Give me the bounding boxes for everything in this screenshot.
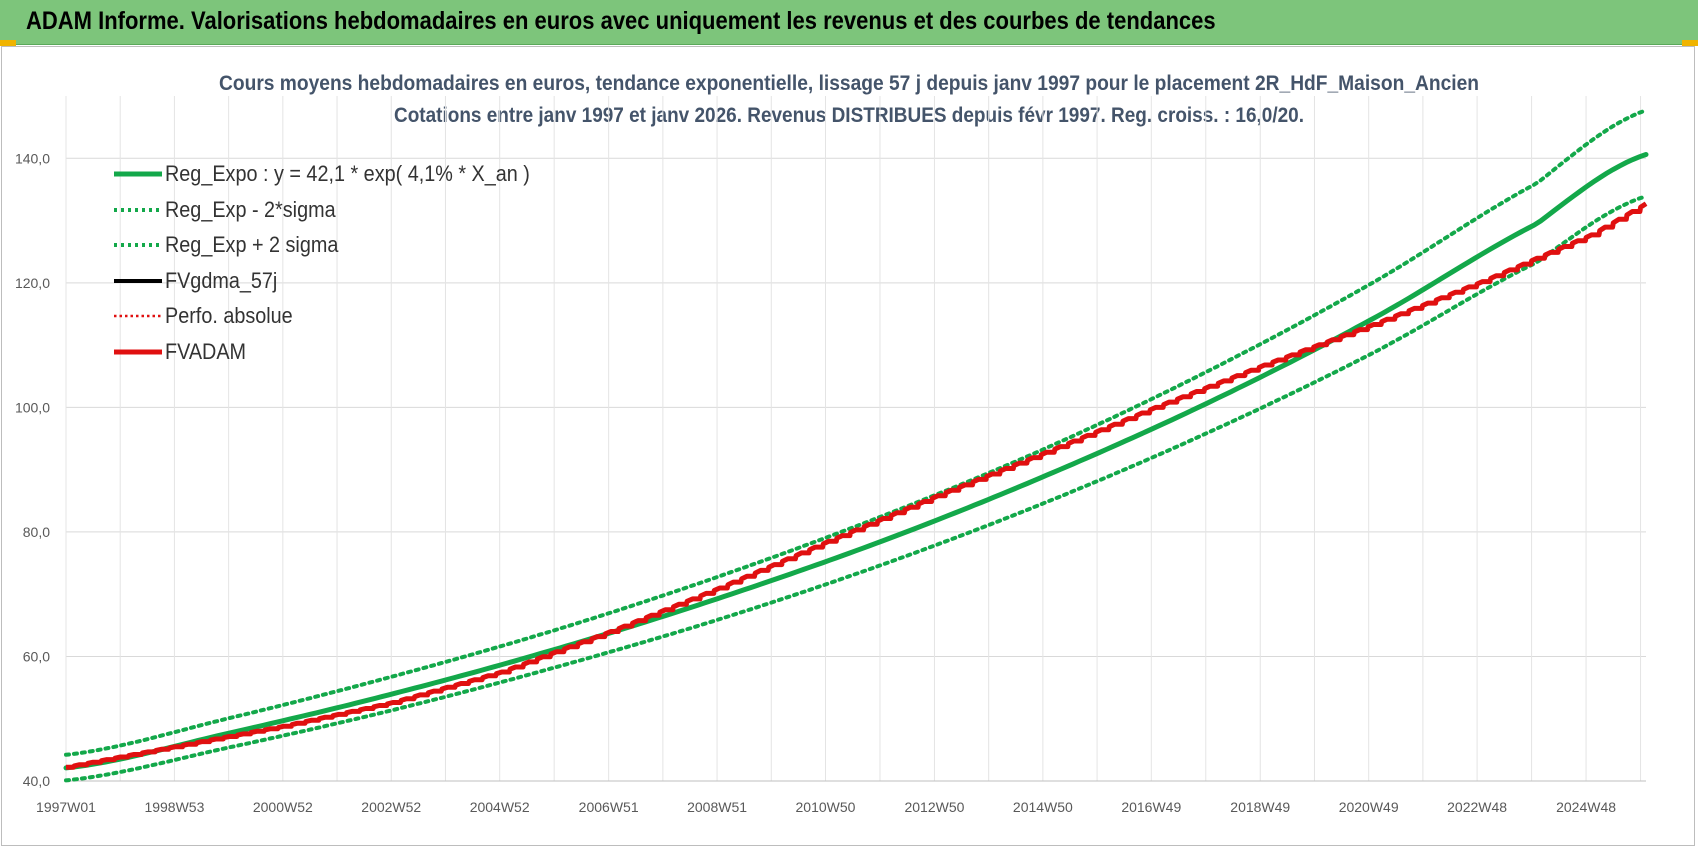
x-tick-label: 2004W52 xyxy=(470,799,530,815)
legend-swatch-fvgdma xyxy=(114,278,162,283)
x-tick-label: 2012W50 xyxy=(904,799,964,815)
series-line-1 xyxy=(64,194,1648,783)
x-tick-label: 2002W52 xyxy=(361,799,421,815)
series-line-2 xyxy=(64,108,1648,757)
series-line-3 xyxy=(66,202,1647,769)
legend-swatch-reg-exp-plus xyxy=(114,243,162,247)
x-tick-label: 2016W49 xyxy=(1121,799,1181,815)
x-tick-label: 2020W49 xyxy=(1339,799,1399,815)
x-tick-label: 2022W48 xyxy=(1447,799,1507,815)
legend-swatch-perfo-absolue xyxy=(114,314,162,318)
chart-grid xyxy=(65,96,1646,782)
chart-series xyxy=(63,108,1649,783)
y-tick-label: 100,0 xyxy=(15,399,50,415)
x-tick-label: 2008W51 xyxy=(687,799,747,815)
series-line-0 xyxy=(63,152,1649,771)
legend-label-reg-exp-minus: Reg_Exp - 2*sigma xyxy=(165,196,336,222)
chart-title: Cours moyens hebdomadaires en euros, ten… xyxy=(219,72,1479,95)
legend-swatch-reg-expo xyxy=(114,171,162,177)
legend-label-fvadam: FVADAM xyxy=(165,338,247,364)
x-tick-label: 1998W53 xyxy=(144,799,204,815)
x-tick-label: 2024W48 xyxy=(1556,799,1616,815)
x-tick-label: 2014W50 xyxy=(1013,799,1073,815)
series-line-5 xyxy=(66,201,1648,770)
chart-axes: 40,0 60,0 80,0 100,0 120,0 140,0 1997W01 1998W5… xyxy=(15,150,1646,815)
chart-frame xyxy=(1,46,1695,846)
y-tick-label: 140,0 xyxy=(15,150,50,166)
corner-marker-left xyxy=(0,40,16,46)
x-tick-label: 1997W01 xyxy=(36,799,96,815)
y-tick-label: 120,0 xyxy=(15,275,50,291)
x-tick-label: 2006W51 xyxy=(579,799,639,815)
legend-label-reg-expo: Reg_Expo : y = 42,1 * exp( 4,1% * X_an ) xyxy=(165,161,530,186)
legend-label-fvgdma: FVgdma_57j xyxy=(165,267,278,293)
legend-label-reg-exp-plus: Reg_Exp + 2 sigma xyxy=(165,232,339,257)
y-tick-label: 40,0 xyxy=(23,773,50,789)
x-tick-label: 2010W50 xyxy=(796,799,856,815)
x-tick-label: 2018W49 xyxy=(1230,799,1290,815)
header-banner: ADAM Informe. Valorisations hebdomadaire… xyxy=(0,0,1698,45)
y-tick-label: 60,0 xyxy=(23,648,50,664)
chart-subtitle: Cotations entre janv 1997 et janv 2026. … xyxy=(394,104,1304,127)
page-title: ADAM Informe. Valorisations hebdomadaire… xyxy=(26,7,1216,35)
x-tick-label: 2000W52 xyxy=(253,799,313,815)
y-tick-label: 80,0 xyxy=(23,524,50,540)
series-line-4 xyxy=(66,202,1647,769)
legend-label-perfo-absolue: Perfo. absolue xyxy=(165,303,293,328)
corner-marker-right xyxy=(1682,40,1698,46)
legend-swatch-fvadam xyxy=(114,349,162,354)
legend-swatch-reg-exp-minus xyxy=(114,207,162,212)
